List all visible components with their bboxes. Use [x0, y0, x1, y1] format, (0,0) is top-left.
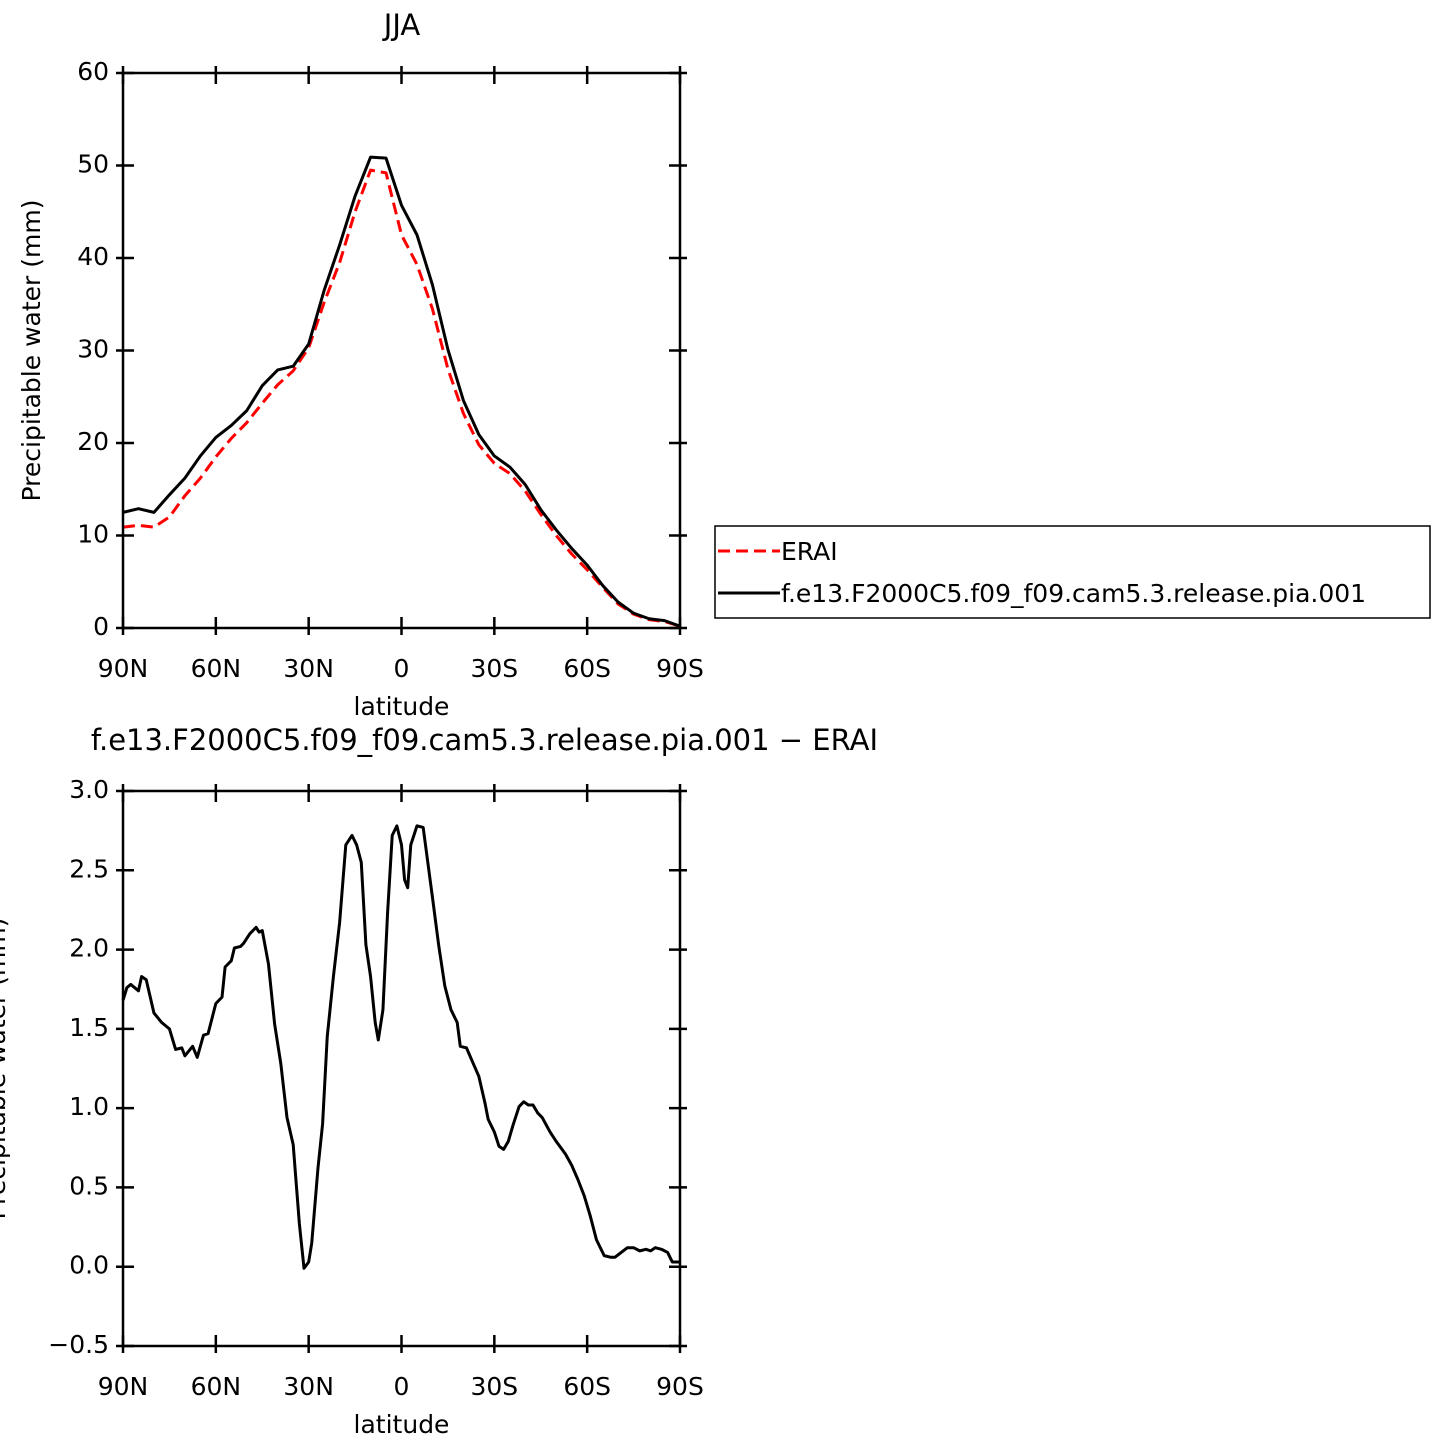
series-line: [122, 155, 681, 628]
x-tick-label: 60S: [563, 1372, 611, 1401]
y-tick-label: 0: [93, 612, 109, 641]
x-tick-label: 90S: [656, 654, 704, 683]
x-tick-label: 30N: [283, 654, 334, 683]
legend-box: [714, 525, 1431, 619]
x-tick-label: 90N: [98, 1372, 149, 1401]
x-tick-label: 0: [394, 1372, 410, 1401]
y-tick-label: 2.5: [69, 854, 109, 883]
y-tick-label: 1.0: [69, 1092, 109, 1121]
x-tick-label: 60N: [191, 654, 242, 683]
y-tick-label: 2.0: [69, 934, 109, 963]
x-tick-label: 0: [394, 654, 410, 683]
y-tick-label: 3.0: [69, 775, 109, 804]
x-tick-label: 90N: [98, 654, 149, 683]
legend-label: ERAI: [781, 537, 838, 566]
y-tick-label: −0.5: [48, 1330, 109, 1359]
y-axis-label: Precipitable water (mm): [17, 200, 46, 502]
chart-title: JJA: [382, 8, 421, 42]
x-tick-label: 60S: [563, 654, 611, 683]
x-axis-label: latitude: [354, 1410, 450, 1439]
chart-title: f.e13.F2000C5.f09_f09.cam5.3.release.pia…: [91, 723, 878, 757]
plot-frame: [121, 789, 682, 1348]
x-axis-label: latitude: [354, 692, 450, 721]
y-tick-label: 0.0: [69, 1251, 109, 1280]
y-tick-label: 0.5: [69, 1171, 109, 1200]
y-axis-label: Precipitable water (mm): [0, 918, 11, 1220]
x-tick-label: 30S: [470, 654, 518, 683]
y-tick-label: 1.5: [69, 1013, 109, 1042]
series-line: [122, 168, 681, 628]
x-tick-label: 30S: [470, 1372, 518, 1401]
series-line: [121, 824, 680, 1270]
x-tick-label: 60N: [191, 1372, 242, 1401]
y-tick-label: 50: [77, 150, 109, 179]
y-tick-label: 30: [77, 335, 109, 364]
y-tick-label: 20: [77, 427, 109, 456]
y-tick-label: 40: [77, 242, 109, 271]
x-tick-label: 90S: [656, 1372, 704, 1401]
y-tick-label: 60: [77, 57, 109, 86]
y-tick-label: 10: [77, 520, 109, 549]
x-tick-label: 30N: [283, 1372, 334, 1401]
plot-frame: [121, 71, 682, 630]
legend-label: f.e13.F2000C5.f09_f09.cam5.3.release.pia…: [781, 579, 1366, 608]
